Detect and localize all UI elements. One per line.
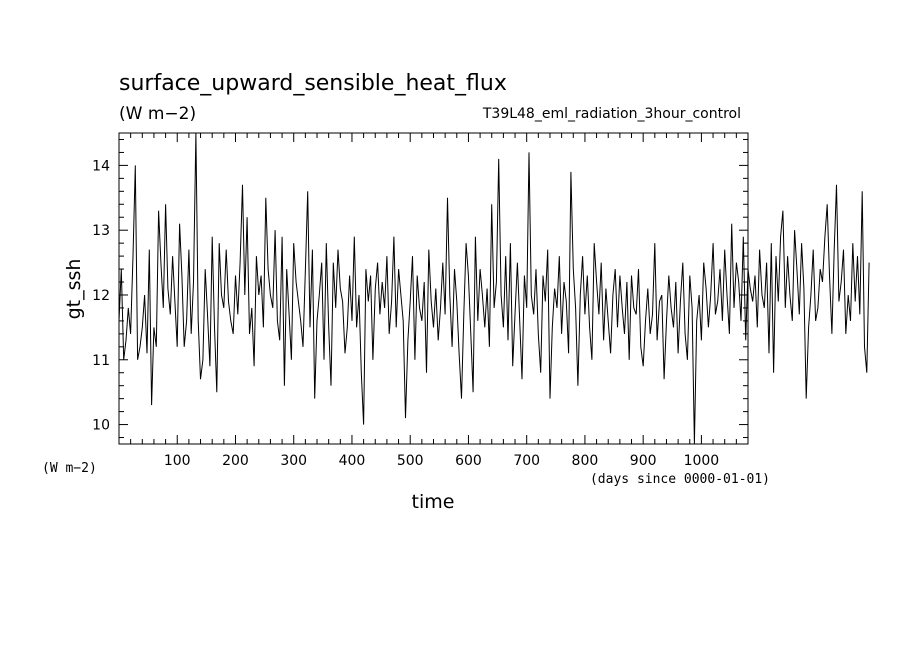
y-tick-label: 11: [92, 353, 110, 369]
x-axis-label: time: [412, 491, 455, 513]
chart-title: surface_upward_sensible_heat_flux: [119, 71, 507, 96]
x-tick-label: 300: [280, 453, 307, 469]
series-line: [118, 132, 870, 445]
x-tick-label: 1000: [684, 453, 720, 469]
x-tick-label: 200: [222, 453, 249, 469]
x-tick-label: 600: [455, 453, 482, 469]
x-tick-label: 400: [339, 453, 366, 469]
title-units: (W m−2): [119, 104, 196, 124]
x-tick-label: 100: [164, 453, 191, 469]
x-axis: 100 200 300 400 500 600 700 800 900 1000: [130, 133, 749, 469]
y-tick-label: 14: [92, 158, 110, 174]
x-tick-label: 700: [513, 453, 540, 469]
x-tick-label: 900: [630, 453, 657, 469]
y-tick-label: 10: [92, 418, 110, 434]
y-tick-label: 12: [92, 288, 110, 304]
y-tick-label: 13: [92, 223, 110, 239]
x-axis-units: (days since 0000-01-01): [590, 472, 770, 487]
experiment-label: T39L48_eml_radiation_3hour_control: [482, 106, 741, 122]
y-axis-units: (W m−2): [42, 461, 97, 476]
x-tick-label: 500: [397, 453, 424, 469]
x-tick-label: 800: [572, 453, 599, 469]
y-axis-label: gt_ssh: [63, 259, 85, 320]
y-axis: 10 11 12 13 14: [92, 138, 748, 439]
